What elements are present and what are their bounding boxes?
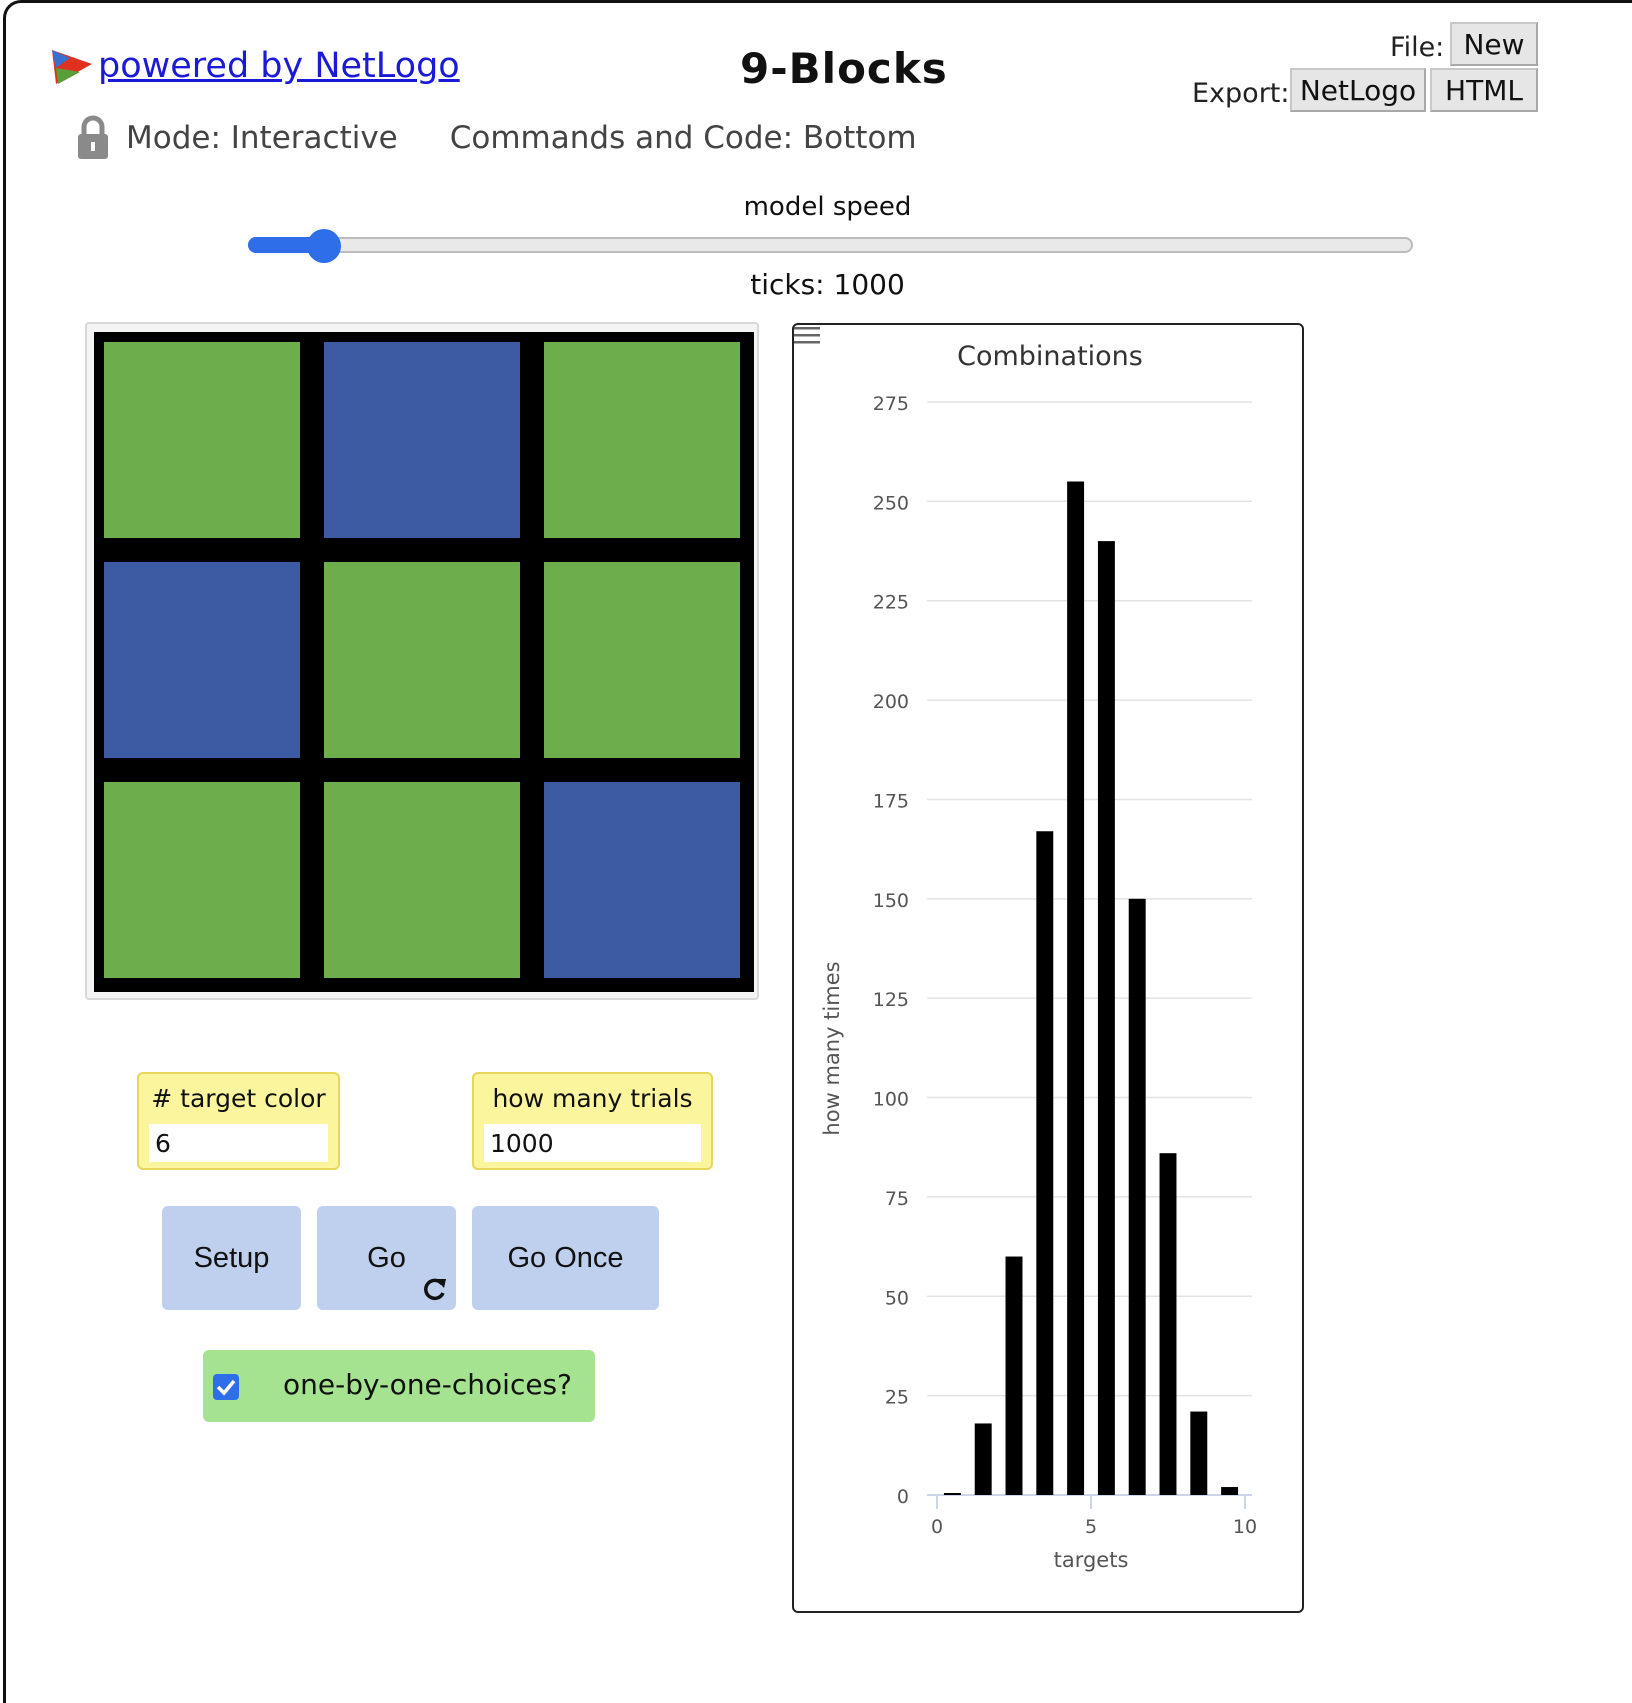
patch-green <box>104 782 300 978</box>
mode-label[interactable]: Mode: Interactive <box>126 120 398 156</box>
y-tick-label: 100 <box>873 1089 909 1111</box>
patch-green <box>104 342 300 538</box>
export-label: Export: <box>1192 78 1290 109</box>
bar <box>1067 481 1085 1495</box>
combinations-plot: 0 25 50 75 100 125 150 175 200 225 250 275 0 5 10 targe… <box>792 323 1304 1613</box>
checkmark-icon <box>216 1379 236 1396</box>
commands-code-label[interactable]: Commands and Code: Bottom <box>449 120 917 156</box>
bar <box>1128 898 1146 1495</box>
powered-by-label: powered by NetLogo <box>98 46 460 86</box>
x-tick-label: 10 <box>1233 1516 1257 1538</box>
x-axis-label: targets <box>1054 1548 1129 1572</box>
one-by-one-switch[interactable]: one-by-one-choices? <box>203 1350 595 1422</box>
patch-blue <box>104 562 300 758</box>
bar <box>974 1423 992 1495</box>
trials-input-box: how many trials <box>472 1072 713 1170</box>
y-tick-label: 0 <box>897 1486 909 1508</box>
y-tick-label: 125 <box>873 989 909 1011</box>
x-tick-label: 0 <box>931 1516 943 1538</box>
y-tick-label: 275 <box>873 393 909 415</box>
y-tick-label: 150 <box>873 890 909 912</box>
forever-loop-icon <box>424 1278 446 1301</box>
trials-field[interactable] <box>484 1124 701 1162</box>
lock-icon[interactable] <box>76 115 110 161</box>
bar <box>1036 831 1054 1495</box>
powered-by-netlogo-link[interactable]: powered by NetLogo <box>50 46 460 86</box>
new-button[interactable]: New <box>1450 22 1538 66</box>
patch-blue <box>544 782 740 978</box>
y-tick-label: 50 <box>885 1287 909 1309</box>
page-title: 9-Blocks <box>740 44 948 93</box>
bar <box>943 1493 961 1495</box>
export-html-button[interactable]: HTML <box>1430 68 1538 112</box>
export-netlogo-button[interactable]: NetLogo <box>1290 68 1426 112</box>
patch-blue <box>324 342 520 538</box>
mode-row: Mode: Interactive Commands and Code: Bot… <box>76 115 917 161</box>
hamburger-menu-icon[interactable] <box>794 325 820 345</box>
speed-slider-fill <box>248 237 324 253</box>
speed-slider-thumb[interactable] <box>306 229 341 263</box>
bar <box>1005 1256 1023 1495</box>
switch-label: one-by-one-choices? <box>283 1368 573 1401</box>
y-tick-label: 175 <box>873 790 909 812</box>
patch-green <box>544 562 740 758</box>
x-tick-label: 5 <box>1085 1516 1097 1538</box>
y-tick-label: 250 <box>873 492 909 514</box>
netlogo-logo-icon <box>52 50 92 84</box>
target-color-field[interactable] <box>149 1124 328 1162</box>
go-button[interactable]: Go <box>317 1206 456 1310</box>
ticks-counter: ticks: 1000 <box>750 268 905 301</box>
app-frame <box>3 0 1632 1703</box>
target-color-input-box: # target color <box>137 1072 340 1170</box>
y-tick-label: 200 <box>873 691 909 713</box>
bar <box>1190 1411 1208 1495</box>
y-tick-label: 75 <box>885 1188 909 1210</box>
y-axis-label: how many times <box>820 961 844 1135</box>
y-tick-label: 25 <box>885 1387 909 1409</box>
target-color-label: # target color <box>151 1084 326 1113</box>
bar <box>1221 1487 1239 1495</box>
bar <box>1097 541 1115 1495</box>
speed-label: model speed <box>743 192 912 222</box>
trials-label: how many trials <box>492 1084 693 1113</box>
patch-green <box>324 782 520 978</box>
go-once-button[interactable]: Go Once <box>472 1206 659 1310</box>
switch-checkbox[interactable] <box>213 1374 239 1400</box>
setup-button[interactable]: Setup <box>162 1206 301 1310</box>
setup-button-label: Setup <box>193 1241 270 1274</box>
patch-green <box>544 342 740 538</box>
file-label: File: <box>1390 32 1445 63</box>
go-button-label: Go <box>367 1241 406 1274</box>
plot-canvas: 0 25 50 75 100 125 150 175 200 225 250 275 0 5 10 targe… <box>820 393 1257 1572</box>
patch-green <box>324 562 520 758</box>
world-view[interactable] <box>94 332 754 992</box>
y-tick-label: 225 <box>873 592 909 614</box>
bar <box>1159 1153 1177 1495</box>
go-once-button-label: Go Once <box>507 1241 624 1274</box>
plot-title: Combinations <box>957 341 1143 372</box>
speed-slider-track[interactable] <box>248 237 1413 253</box>
